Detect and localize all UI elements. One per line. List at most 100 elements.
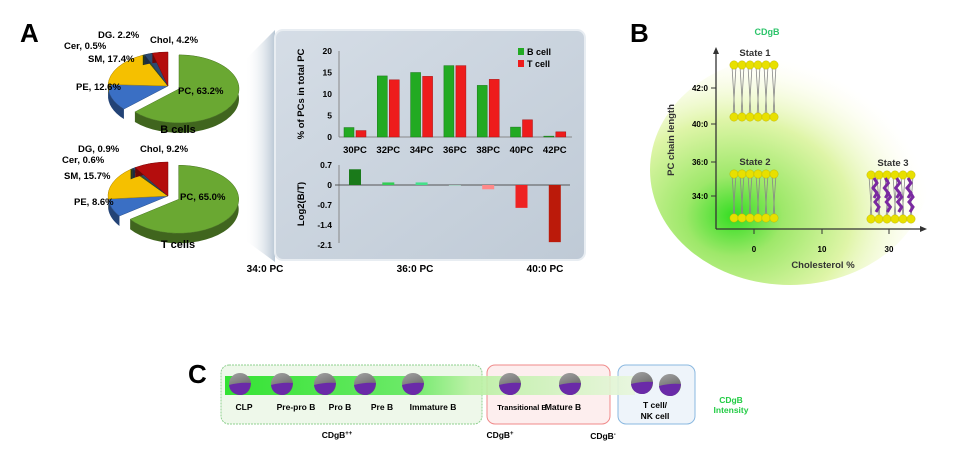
- intensity-label: CDgB: [719, 395, 743, 405]
- panel-label-c: C: [188, 359, 207, 389]
- log-ratio-bar-34PC: [415, 182, 428, 185]
- pie-slice-sm: [107, 169, 169, 209]
- pc-species-label: 34:0 PC: [247, 264, 284, 275]
- y-tick-label: 42:0: [692, 84, 709, 93]
- bar-t-cell-42PC: [555, 131, 567, 138]
- cell-label: Immature B: [410, 402, 457, 412]
- cell-label: NK cell: [641, 411, 670, 421]
- bar-t-cell-30PC: [355, 130, 367, 138]
- bar-b-cell-40PC: [510, 126, 521, 138]
- panel-depth-side: [245, 30, 275, 262]
- y-tick-label: 15: [323, 68, 333, 78]
- cell-label: Pre-pro B: [277, 402, 316, 412]
- bilayer-state-2: [729, 169, 779, 223]
- group-label-cdgb-mid: CDgB+: [486, 430, 514, 440]
- x-tick-label: 30: [885, 245, 894, 254]
- x-tick-label: 0: [752, 245, 757, 254]
- intensity-label: Intensity: [714, 405, 749, 415]
- state-3-label: State 3: [877, 158, 908, 169]
- category-label: 30PC: [343, 145, 367, 156]
- pie-chart-t-cells: [107, 161, 239, 244]
- bar-b-cell-42PC: [543, 135, 555, 138]
- x-axis-arrow: [920, 226, 927, 232]
- legend-label-b-cell: B cell: [527, 47, 551, 57]
- cell-icon-clp: [229, 373, 251, 395]
- y-axis-label-b: PC chain length: [666, 104, 677, 176]
- group-label-cdgb-neg: CDgB-: [590, 431, 616, 441]
- pie-label: Chol, 4.2%: [150, 35, 199, 46]
- legend-label-t-cell: T cell: [527, 59, 550, 69]
- pie-title-b-cells: B cells: [160, 124, 195, 136]
- x-tick-label: 10: [818, 245, 827, 254]
- bar-b-cell-30PC: [343, 127, 355, 138]
- y-tick-label: 20: [323, 46, 333, 56]
- pie-label: PC, 63.2%: [178, 86, 224, 97]
- bar-b-cell-34PC: [410, 72, 421, 138]
- pie-label: DG. 2.2%: [98, 30, 140, 41]
- state-2-label: State 2: [739, 157, 770, 168]
- bar-t-cell-32PC: [389, 79, 400, 138]
- y-tick-label: 36:0: [692, 158, 709, 167]
- pie-label: PE, 12.6%: [76, 82, 121, 93]
- pie-slice-pc: [134, 54, 240, 133]
- cell-icon-transitional-b: [499, 373, 521, 395]
- bar-chart-panel: [274, 29, 586, 261]
- cell-icon-immature-b: [402, 373, 424, 395]
- bar-b-cell-32PC: [377, 75, 388, 138]
- legend-swatch-b-cell: [518, 48, 524, 55]
- cell-label: Pro B: [329, 402, 352, 412]
- cdgb-intensity-glow: [650, 55, 930, 285]
- y-tick-label: -0.7: [317, 200, 332, 210]
- pie-chart-b-cells: [107, 51, 240, 133]
- y-axis-label-lower: Log2(B/T): [296, 182, 307, 226]
- panel-label-b: B: [630, 18, 649, 48]
- y-tick-label: 0.7: [320, 160, 332, 170]
- y-axis-arrow: [713, 47, 719, 54]
- log-ratio-bar-30PC: [349, 169, 361, 185]
- cell-icon-pre-b: [354, 373, 376, 395]
- y-tick-label: 34:0: [692, 192, 709, 201]
- pie-slice-chol: [134, 161, 169, 197]
- pie-label: SM, 15.7%: [64, 171, 111, 182]
- y-tick-label: -1.4: [317, 220, 332, 230]
- pie-label: PE, 8.6%: [74, 197, 114, 208]
- pie-title-t-cells: T cells: [161, 239, 195, 251]
- pie-label: SM, 17.4%: [88, 54, 135, 65]
- bar-t-cell-38PC: [488, 79, 500, 138]
- legend-swatch-t-cell: [518, 60, 524, 67]
- y-axis-label-upper: % of PCs in total PC: [296, 48, 307, 139]
- pc-species-label: 40:0 PC: [527, 264, 564, 275]
- y-tick-label: 40:0: [692, 120, 709, 129]
- category-label: 42PC: [543, 145, 567, 156]
- bilayer-state-1: [729, 60, 779, 122]
- cell-label: T cell/: [643, 400, 668, 410]
- bar-t-cell-36PC: [455, 65, 467, 138]
- category-label: 34PC: [410, 145, 434, 156]
- pie-label: PC, 65.0%: [180, 192, 226, 203]
- pie-label: Chol, 9.2%: [140, 144, 189, 155]
- log-ratio-bar-38PC: [482, 185, 495, 190]
- cell-label: CLP: [236, 402, 253, 412]
- bilayer-state-3: [866, 170, 916, 224]
- pie-slice-chol: [151, 51, 169, 87]
- log-ratio-bar-40PC: [515, 185, 528, 208]
- log-ratio-bar-42PC: [548, 185, 561, 243]
- pie-label: DG, 0.9%: [78, 144, 120, 155]
- cell-icon-t-cell: [631, 372, 653, 394]
- category-label: 38PC: [476, 145, 500, 156]
- pc-species-label: 36:0 PC: [397, 264, 434, 275]
- cell-icon-mature-b: [559, 373, 581, 395]
- panel-label-a: A: [20, 18, 39, 48]
- category-label: 32PC: [376, 145, 400, 156]
- x-axis-label-b: Cholesterol %: [791, 260, 855, 271]
- y-tick-label: 0: [327, 180, 332, 190]
- pie-slice-sm: [107, 54, 169, 95]
- pie-label: Cer, 0.6%: [62, 155, 105, 166]
- category-label: 36PC: [443, 145, 467, 156]
- state-1-label: State 1: [739, 48, 771, 59]
- y-tick-label: -2.1: [317, 240, 332, 250]
- y-tick-label: 5: [327, 111, 332, 121]
- log-ratio-bar-36PC: [448, 185, 461, 186]
- cell-label: Mature B: [545, 402, 581, 412]
